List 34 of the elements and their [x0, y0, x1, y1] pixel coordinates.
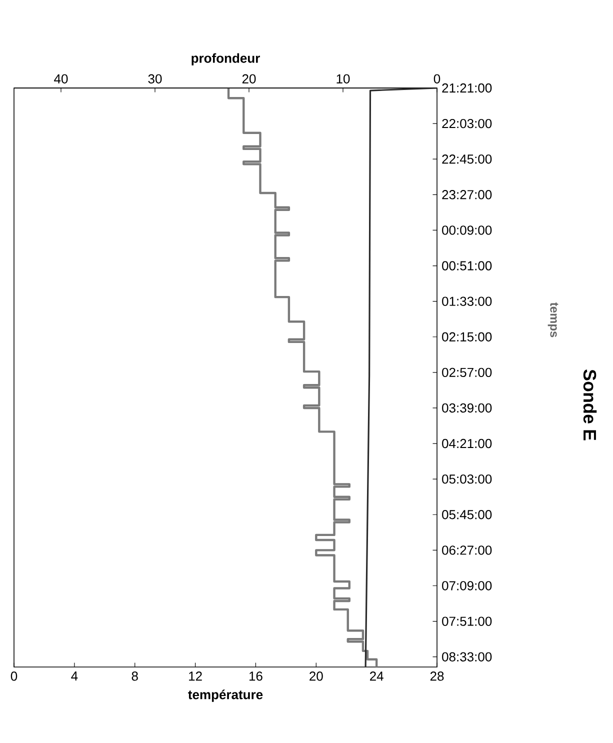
y-tick-label: 03:39:00 — [442, 403, 492, 413]
y-axis-title: temps — [548, 302, 558, 338]
x-tick-label: 8 — [132, 672, 138, 681]
x-tick-label: 0 — [10, 672, 18, 681]
x2-tick-label: 20 — [242, 74, 256, 84]
y-tick-label: 02:15:00 — [442, 332, 492, 342]
x-tick-label: 28 — [430, 672, 444, 681]
y-tick-label: 07:51:00 — [442, 616, 492, 626]
x-tick-label: 24 — [370, 672, 384, 681]
x2-tick-label: 40 — [54, 74, 68, 84]
y-tick-label: 05:45:00 — [442, 510, 492, 520]
x2-tick-label: 10 — [336, 74, 350, 84]
x-tick-label: 16 — [249, 672, 262, 681]
text: Sonde E — [583, 370, 597, 440]
y-tick-label: 23:27:00 — [442, 190, 492, 200]
x-axis-title: température — [188, 690, 263, 702]
x-tick-label: 12 — [189, 672, 202, 681]
x2-tick-label: 0 — [434, 74, 440, 84]
y-tick-label: 00:51:00 — [442, 261, 492, 270]
y-tick-label: 01:33:00 — [442, 296, 492, 306]
y-tick-label: 08:33:00 — [442, 652, 492, 662]
y-tick-label: 22:45:00 — [442, 154, 492, 164]
y-tick-label: 22:03:00 — [442, 118, 492, 128]
y-tick-label: 02:57:00 — [442, 368, 492, 378]
x-tick-label: 4 — [71, 672, 78, 680]
y-tick-label: 04:21:00 — [442, 438, 492, 448]
x2-tick-label: 30 — [148, 74, 162, 84]
y-tick-label: 06:27:00 — [442, 546, 492, 555]
y-tick-label: 21:21:00 — [442, 83, 492, 93]
y-tick-label: 07:09:00 — [442, 581, 492, 590]
x-tick-label: 20 — [310, 672, 323, 681]
y-tick-label: 05:03:00 — [442, 474, 492, 484]
x2-axis-title: profondeur — [192, 53, 260, 66]
y-tick-label: 00:09:00 — [442, 226, 492, 235]
